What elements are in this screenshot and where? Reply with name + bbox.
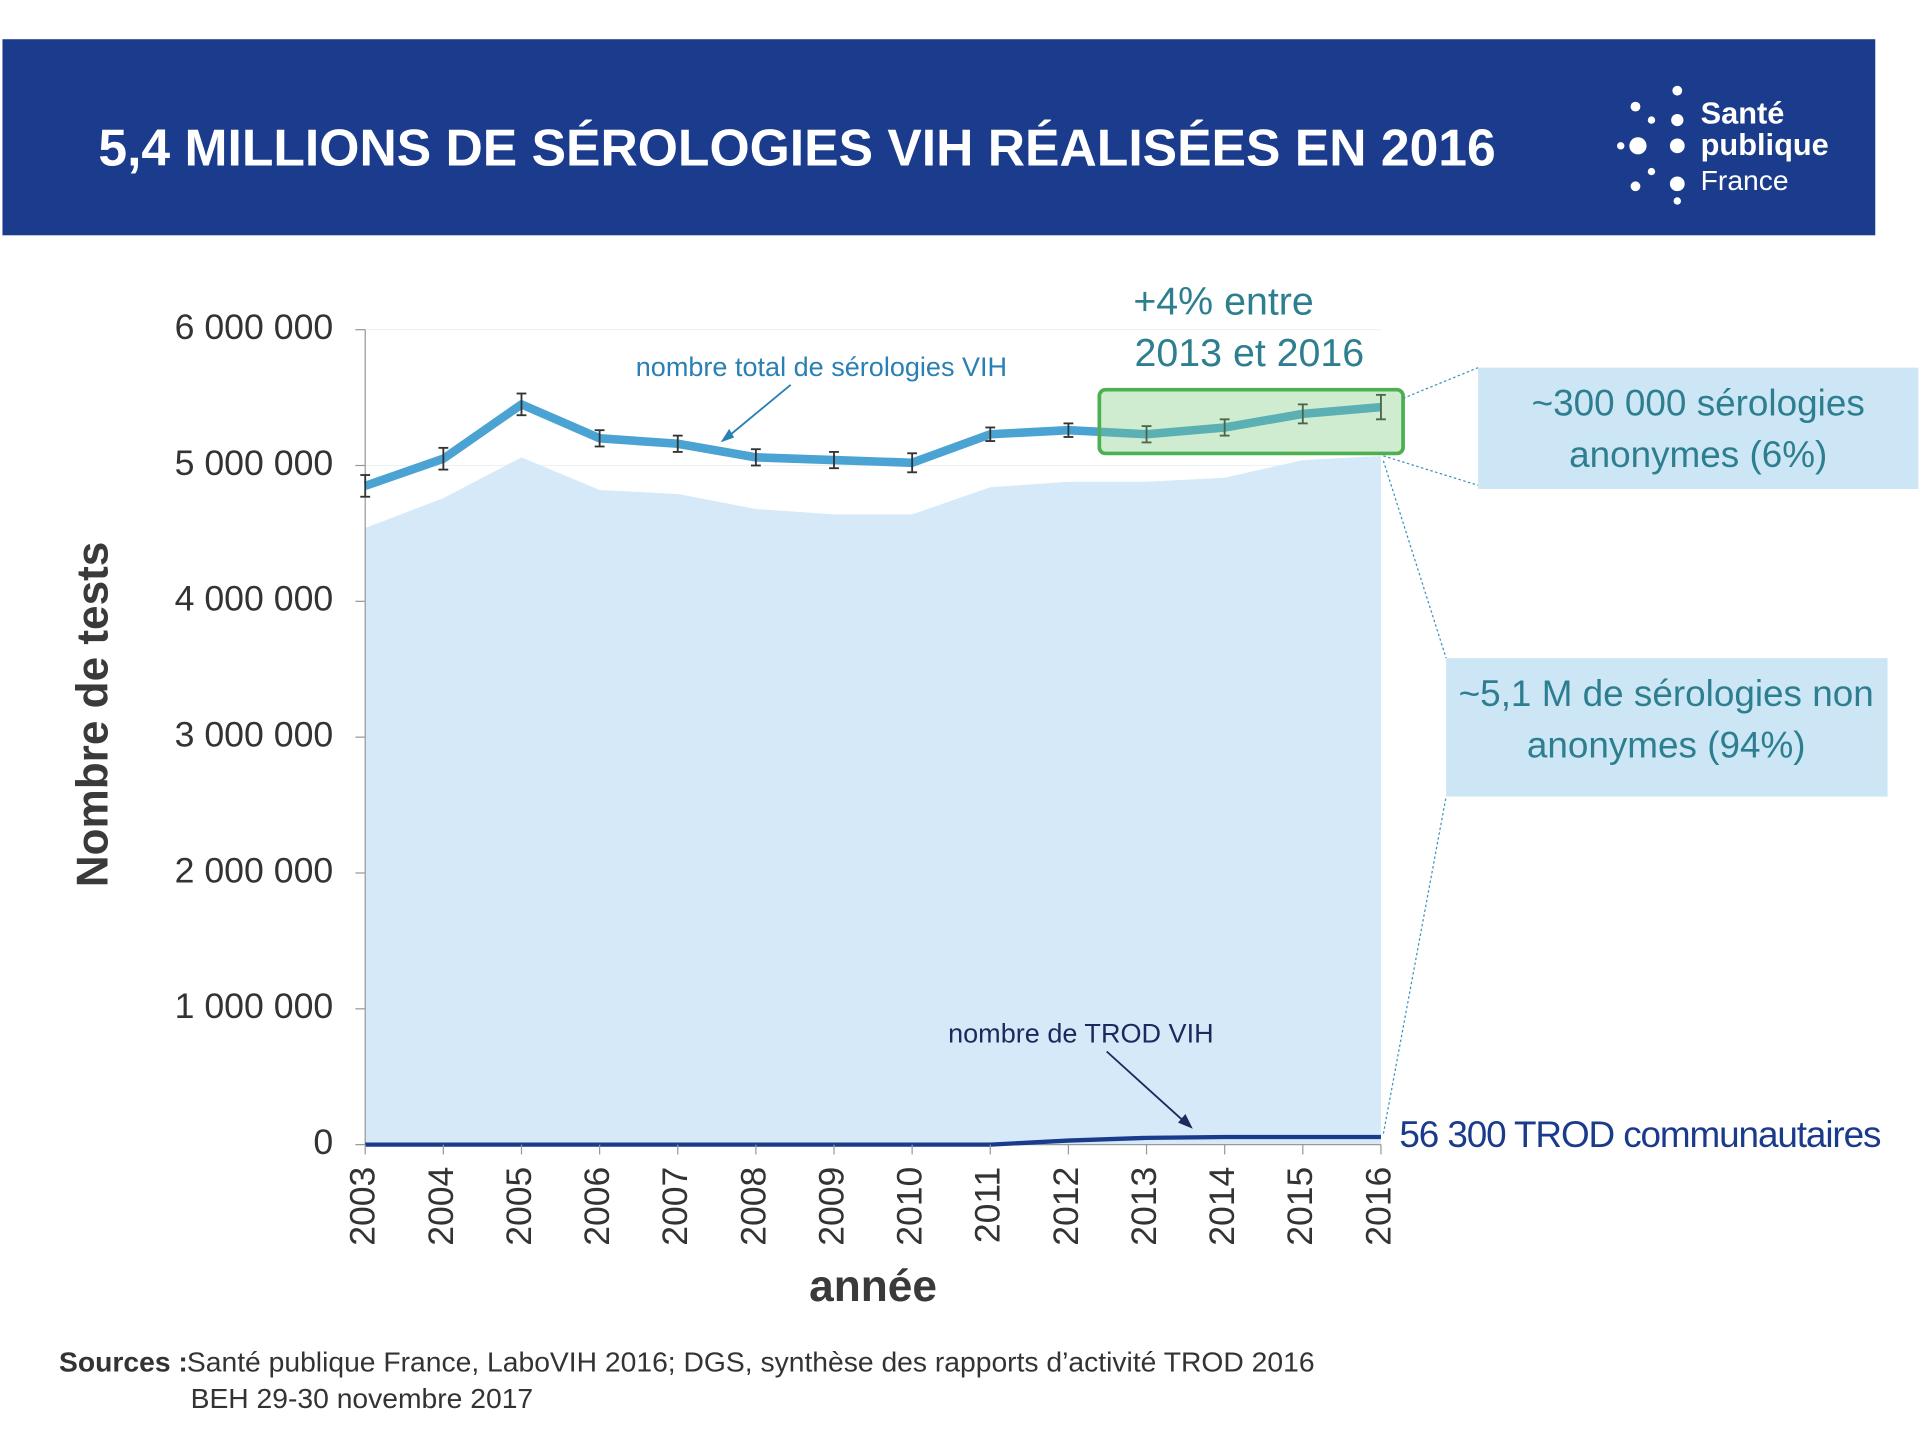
annotation: 2013 et 2016: [1135, 331, 1365, 375]
error-bar: [1376, 393, 1386, 421]
annotation: ~300 000 sérologies: [1532, 382, 1865, 423]
sources-text: Santé publique France, LaboVIH 2016; DGS…: [187, 1346, 1315, 1378]
error-bar: [516, 392, 527, 417]
arrow: [724, 384, 792, 440]
connector: [1382, 460, 1447, 659]
connector: [1382, 796, 1447, 1134]
series-label: nombre de TROD VIH: [948, 1019, 1214, 1049]
error-bar: [1219, 418, 1230, 437]
x-tick-label: 2010: [890, 1167, 930, 1246]
y-tick-label: 5 000 000: [175, 443, 334, 483]
error-bar: [907, 452, 918, 474]
error-bar: [750, 448, 761, 467]
arrow-head: [1178, 1114, 1193, 1129]
x-tick-label: 2012: [1046, 1167, 1086, 1246]
x-tick-label: 2009: [811, 1167, 851, 1246]
x-axis-label: année: [809, 1262, 937, 1311]
series-label: nombre total de sérologies VIH: [636, 352, 1007, 382]
x-tick-label: 2014: [1202, 1167, 1242, 1246]
header-band: [2, 39, 1876, 236]
annotation: anonymes (94%): [1527, 724, 1806, 765]
x-tick-label: 2015: [1280, 1167, 1320, 1246]
annotation: ~5,1 M de sérologies non: [1459, 673, 1874, 714]
error-bar: [1297, 403, 1308, 425]
x-tick-label: 2016: [1358, 1167, 1398, 1246]
sources-text: BEH 29-30 novembre 2017: [191, 1382, 534, 1414]
logo-text: Santé: [1701, 95, 1785, 130]
y-tick-label: 4 000 000: [175, 579, 334, 619]
y-tick-label: 2 000 000: [175, 850, 334, 890]
x-tick-label: 2003: [343, 1167, 383, 1246]
logo-text: France: [1701, 164, 1789, 196]
arrow: [1106, 1050, 1188, 1125]
annotation: +4% entre: [1133, 279, 1313, 323]
error-bar: [1063, 422, 1074, 438]
y-tick-label: 3 000 000: [175, 715, 334, 755]
highlight-box: [1097, 387, 1405, 456]
line: [363, 400, 1382, 490]
slide-title: 5,4 MILLIONS DE SÉROLOGIES VIH RÉALISÉES…: [98, 119, 1495, 177]
x-tick-label: 2005: [499, 1167, 539, 1246]
annotation: 56 300 TROD communautaires: [1399, 1114, 1881, 1155]
connector: [1383, 455, 1479, 486]
logo-text: publique: [1701, 127, 1829, 162]
x-tick-label: 2006: [577, 1167, 617, 1246]
line: [365, 1134, 1381, 1147]
x-tick-label: 2013: [1124, 1167, 1164, 1246]
y-tick-label: 6 000 000: [175, 307, 334, 347]
error-bar: [672, 434, 683, 453]
annotation: anonymes (6%): [1569, 434, 1827, 475]
y-tick-label: 1 000 000: [175, 986, 334, 1026]
error-bar: [829, 450, 839, 470]
error-bar: [360, 474, 371, 498]
plot: 0 1 000 000 2 000 000 3 000 000 4 000 000 5 0…: [69, 279, 1919, 1311]
y-axis-label: Nombre de tests: [69, 542, 118, 888]
error-bar: [594, 429, 605, 448]
connector: [1402, 367, 1479, 399]
arrow-head: [720, 428, 735, 443]
error-bar: [1141, 425, 1152, 444]
callout-box: [1478, 367, 1919, 489]
y-tick-label: 0: [313, 1122, 333, 1162]
error-bar: [438, 446, 449, 471]
x-tick-label: 2011: [968, 1167, 1008, 1243]
callout-box: [1446, 658, 1888, 797]
error-bar: [985, 426, 996, 442]
x-tick-label: 2004: [421, 1167, 461, 1246]
sources-label: Sources :: [59, 1346, 188, 1378]
x-tick-label: 2007: [655, 1167, 695, 1246]
area: [365, 455, 1381, 1145]
logo-dots: [1617, 85, 1685, 205]
x-tick-label: 2008: [733, 1167, 773, 1246]
